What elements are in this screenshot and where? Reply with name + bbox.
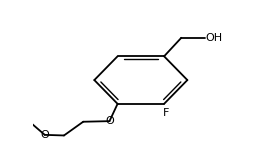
Text: O: O — [40, 130, 49, 140]
Text: O: O — [105, 116, 114, 126]
Text: OH: OH — [206, 33, 223, 43]
Text: F: F — [163, 108, 169, 118]
